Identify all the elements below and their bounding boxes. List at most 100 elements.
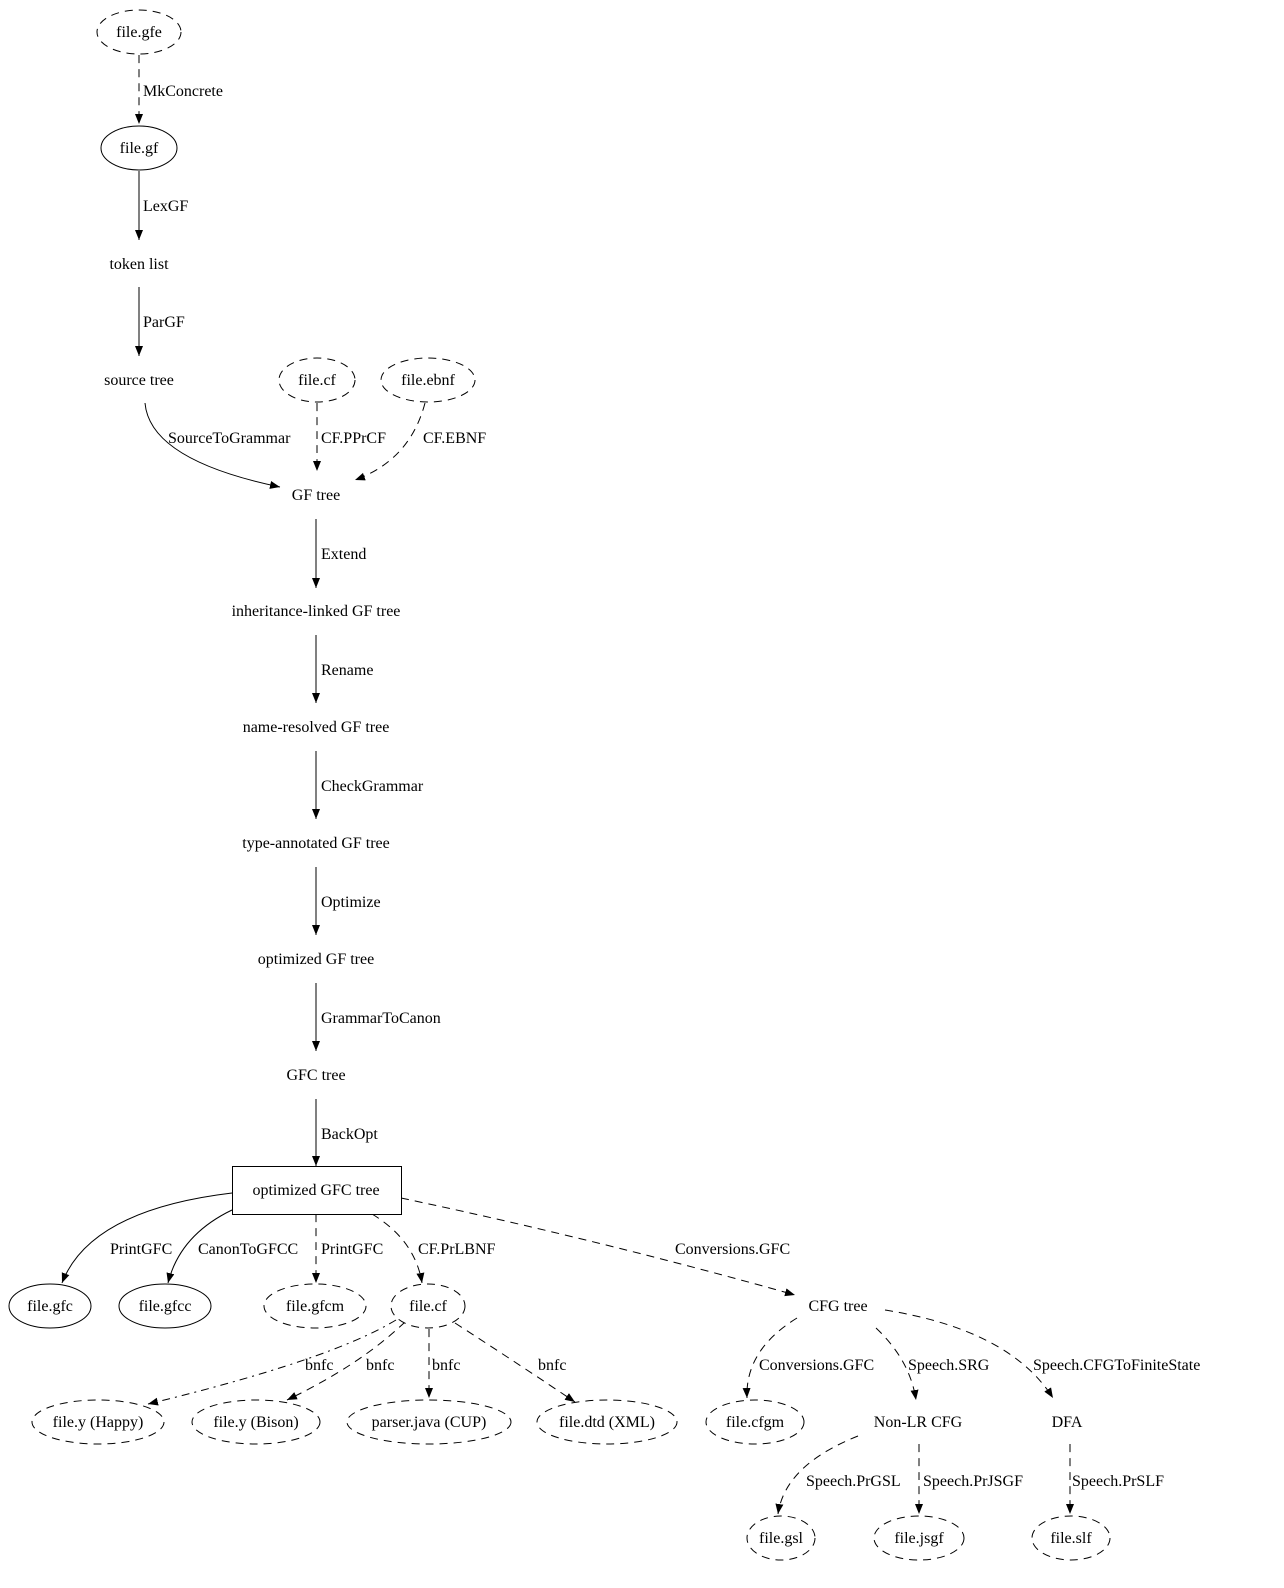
- node-ellipse: [31, 1399, 165, 1445]
- edge-label: SourceToGrammar: [168, 430, 291, 447]
- edge-label: bnfc: [305, 1357, 333, 1374]
- node-optgfc: optimized GFC tree: [232, 1166, 402, 1215]
- node-label: file.slf: [1050, 1530, 1092, 1547]
- edge-cf2-to-happy: [147, 1319, 397, 1406]
- node-label: CFG tree: [808, 1298, 867, 1315]
- node-ellipse: [873, 1515, 965, 1561]
- node-label: file.gfe: [116, 24, 162, 41]
- edge-label: bnfc: [432, 1357, 460, 1374]
- edge-label: CanonToGFCC: [198, 1241, 298, 1258]
- node-label: parser.java (CUP): [372, 1414, 487, 1431]
- node-label: inheritance-linked GF tree: [232, 603, 401, 620]
- edge-cfg-to-nonlr: [875, 1327, 919, 1401]
- node-ebnf: file.ebnf: [380, 357, 476, 403]
- node-gfcm: file.gfcm: [263, 1283, 367, 1329]
- node-label: file.gfcm: [286, 1298, 345, 1315]
- node-ellipse: [100, 125, 178, 171]
- node-label: file.gsl: [759, 1530, 804, 1547]
- node-ellipse: [705, 1399, 805, 1445]
- edge-label: Rename: [321, 662, 373, 679]
- node-label: file.gf: [120, 140, 159, 157]
- edge-label: Speech.PrJSGF: [923, 1473, 1023, 1490]
- edge-label: Speech.PrSLF: [1072, 1473, 1164, 1490]
- node-gfe: file.gfe: [96, 9, 182, 55]
- node-label: file.y (Bison): [213, 1414, 298, 1431]
- edge-optgfc-to-gfcc: [166, 1209, 233, 1284]
- node-bison: file.y (Bison): [191, 1399, 321, 1445]
- node-label: optimized GF tree: [258, 951, 374, 968]
- node-ellipse: [8, 1283, 92, 1329]
- edge-cf2-to-dtd: [454, 1322, 576, 1403]
- node-jsgf: file.jsgf: [873, 1515, 965, 1561]
- node-dtd: file.dtd (XML): [536, 1399, 678, 1445]
- node-inh: inheritance-linked GF tree: [232, 603, 401, 620]
- edge-label: Conversions.GFC: [759, 1357, 874, 1374]
- node-gfc: GFC tree: [286, 1067, 345, 1084]
- node-gfcfile: file.gfc: [8, 1283, 92, 1329]
- node-label: Non-LR CFG: [874, 1414, 963, 1431]
- node-source: source tree: [104, 372, 174, 389]
- edge-label: CF.PPrCF: [321, 430, 386, 447]
- edge-label: Speech.CFGToFiniteState: [1033, 1357, 1200, 1374]
- node-label: name-resolved GF tree: [243, 719, 390, 736]
- node-ellipse: [390, 1283, 466, 1329]
- edge-label: MkConcrete: [143, 83, 223, 100]
- node-label: file.gfcc: [139, 1298, 192, 1315]
- node-cfg: CFG tree: [808, 1298, 867, 1315]
- edge-label: CF.PrLBNF: [418, 1241, 496, 1258]
- node-ellipse: [96, 9, 182, 55]
- node-label: file.cf: [298, 372, 336, 389]
- edge-label: LexGF: [143, 198, 188, 215]
- edge-label: Conversions.GFC: [675, 1241, 790, 1258]
- node-label: file.dtd (XML): [559, 1414, 655, 1431]
- node-label: file.y (Happy): [53, 1414, 144, 1431]
- node-gf: file.gf: [100, 125, 178, 171]
- edge-label: bnfc: [538, 1357, 566, 1374]
- edge-optgfc-to-cf2: [371, 1213, 425, 1284]
- node-label: type-annotated GF tree: [242, 835, 390, 852]
- node-label: GFC tree: [286, 1067, 345, 1084]
- node-ellipse: [1031, 1515, 1111, 1561]
- edge-cfg-to-dfa: [884, 1309, 1054, 1399]
- node-label: file.cfgm: [726, 1414, 785, 1431]
- node-label: optimized GFC tree: [252, 1182, 379, 1199]
- node-nameres: name-resolved GF tree: [243, 719, 390, 736]
- edge-label: Extend: [321, 546, 366, 563]
- node-label: file.gfc: [27, 1298, 73, 1315]
- node-ellipse: [746, 1515, 816, 1561]
- node-gfcc: file.gfcc: [118, 1283, 212, 1329]
- node-label: token list: [109, 256, 169, 273]
- node-cf1: file.cf: [278, 357, 356, 403]
- edge-label: bnfc: [366, 1357, 394, 1374]
- node-label: file.cf: [409, 1298, 447, 1315]
- node-label: source tree: [104, 372, 174, 389]
- node-label: file.ebnf: [401, 372, 455, 389]
- edge-cfg-to-cfgm: [742, 1317, 798, 1399]
- node-slf: file.slf: [1031, 1515, 1111, 1561]
- node-label: GF tree: [292, 487, 340, 504]
- node-cup: parser.java (CUP): [346, 1399, 512, 1445]
- edge-label: Speech.PrGSL: [806, 1473, 901, 1490]
- node-ellipse: [346, 1399, 512, 1445]
- node-cfgm: file.cfgm: [705, 1399, 805, 1445]
- node-ellipse: [536, 1399, 678, 1445]
- node-box: [232, 1166, 402, 1215]
- node-label: file.jsgf: [894, 1530, 944, 1547]
- node-gftree: GF tree: [292, 487, 340, 504]
- node-dfa: DFA: [1052, 1414, 1083, 1431]
- node-typeann: type-annotated GF tree: [242, 835, 390, 852]
- node-ellipse: [118, 1283, 212, 1329]
- edge-label: CheckGrammar: [321, 778, 424, 795]
- node-cf2: file.cf: [390, 1283, 466, 1329]
- edge-label: PrintGFC: [110, 1241, 172, 1258]
- node-ellipse: [278, 357, 356, 403]
- edge-label: BackOpt: [321, 1126, 378, 1143]
- node-ellipse: [263, 1283, 367, 1329]
- node-ellipse: [380, 357, 476, 403]
- edge-label: GrammarToCanon: [321, 1010, 441, 1027]
- edge-label: Optimize: [321, 894, 381, 911]
- node-optgf: optimized GF tree: [258, 951, 374, 968]
- edge-label: PrintGFC: [321, 1241, 383, 1258]
- node-label: DFA: [1052, 1414, 1083, 1431]
